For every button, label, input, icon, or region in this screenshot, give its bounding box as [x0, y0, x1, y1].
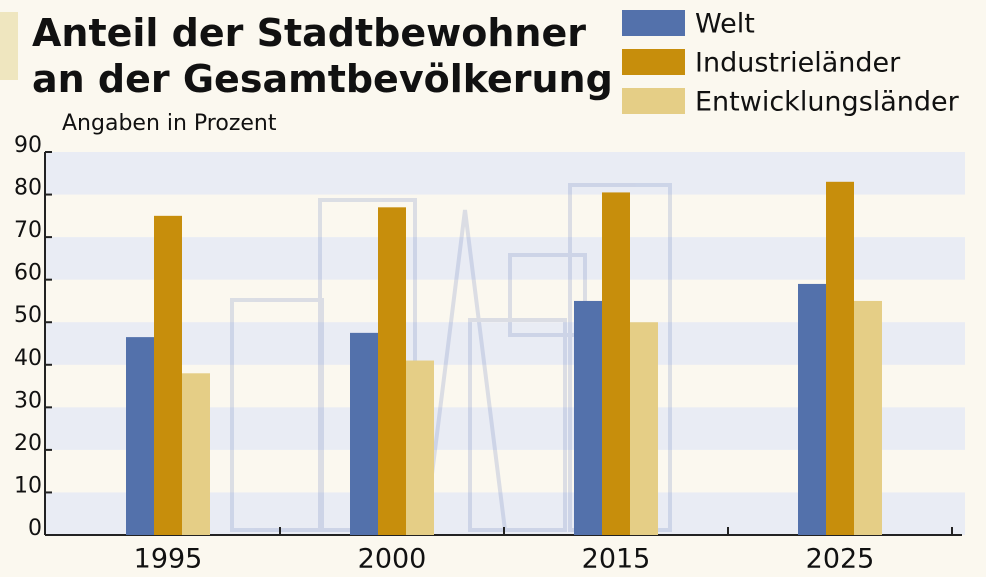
bar	[350, 333, 378, 535]
x-tick-label: 2015	[582, 544, 651, 575]
y-tick-label: 10	[14, 473, 42, 498]
y-tick-label: 90	[14, 133, 42, 158]
subtitle: Angaben in Prozent	[62, 111, 277, 136]
bar	[182, 373, 210, 535]
chart-title-line2: an der Gesamtbevölkerung	[32, 57, 613, 101]
legend-label: Welt	[695, 9, 755, 40]
x-tick-label: 1995	[134, 544, 203, 575]
y-tick-label: 70	[14, 218, 42, 243]
bar	[826, 182, 854, 535]
bar	[602, 192, 630, 535]
y-tick-label: 40	[14, 346, 42, 371]
bar	[406, 361, 434, 535]
bar	[854, 301, 882, 535]
y-tick-label: 0	[28, 516, 42, 541]
chart-title: Anteil der Stadtbewohner	[32, 11, 586, 55]
y-tick-label: 50	[14, 303, 42, 328]
bar	[798, 284, 826, 535]
legend-label: Industrieländer	[695, 48, 901, 79]
bar	[126, 337, 154, 535]
y-tick-label: 20	[14, 431, 42, 456]
bar	[630, 322, 658, 535]
y-tick-label: 80	[14, 176, 42, 201]
legend-swatch	[622, 49, 685, 75]
legend-swatch	[622, 88, 685, 114]
bar	[154, 216, 182, 535]
legend-label: Entwicklungsländer	[695, 87, 960, 118]
y-tick-label: 30	[14, 388, 42, 413]
accent-bar	[0, 12, 18, 80]
x-tick-label: 2000	[358, 544, 427, 575]
x-tick-label: 2025	[806, 544, 875, 575]
bar	[574, 301, 602, 535]
y-tick-label: 60	[14, 261, 42, 286]
chart: Anteil der Stadtbewohner an der Gesamtbe…	[0, 0, 986, 577]
legend-swatch	[622, 10, 685, 36]
bar	[378, 207, 406, 535]
